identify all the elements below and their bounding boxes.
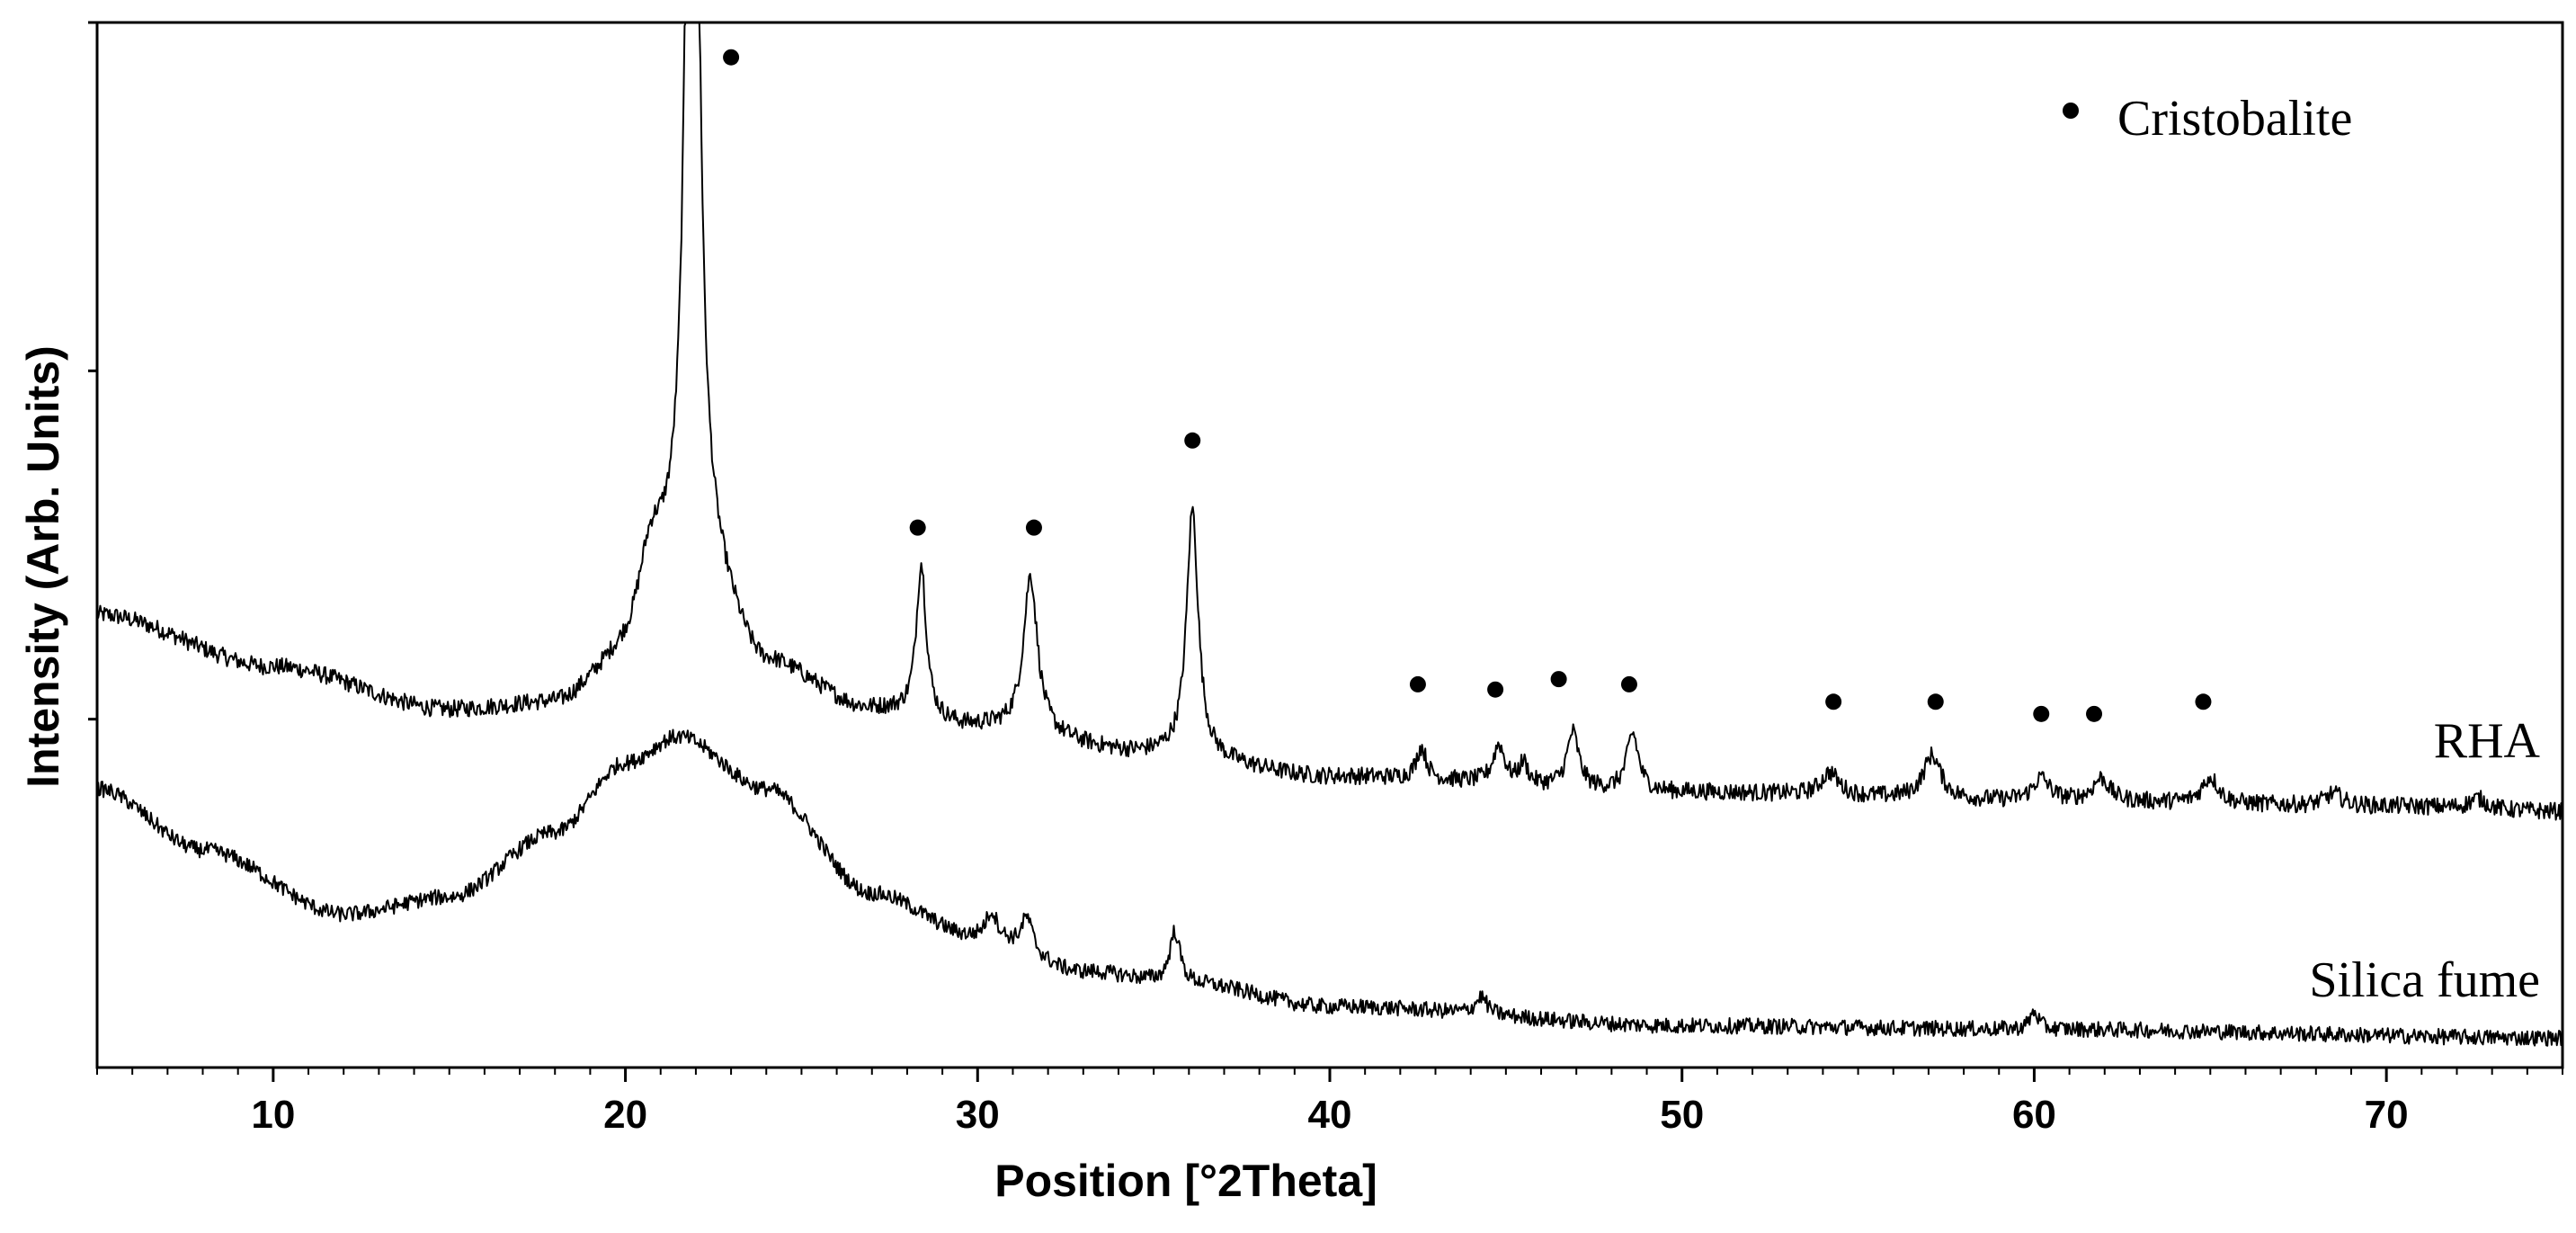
y-axis-ticks	[88, 21, 97, 721]
cristobalite-marker	[1927, 693, 1944, 710]
cristobalite-marker	[2086, 705, 2103, 722]
plot-frame	[95, 21, 2564, 1069]
x-tick-label: 60	[2012, 1093, 2056, 1137]
series-label-rha: RHA	[2434, 713, 2541, 769]
x-tick-label: 40	[1308, 1093, 1352, 1137]
cristobalite-marker	[1620, 675, 1637, 692]
x-tick-label: 30	[956, 1093, 1000, 1137]
x-tick-label: 50	[1660, 1093, 1704, 1137]
cristobalite-marker	[909, 519, 926, 536]
series-traces	[96, 22, 2563, 1047]
cristobalite-marker	[1487, 681, 1504, 698]
cristobalite-marker	[2195, 693, 2212, 710]
cristobalite-marker	[1025, 519, 1042, 536]
cristobalite-marker	[1825, 693, 1842, 710]
cristobalite-markers	[723, 49, 2212, 722]
legend: Cristobalite	[2063, 91, 2352, 147]
series-line-silica-fume	[96, 728, 2563, 1047]
x-axis-title: Position [°2Theta]	[994, 1156, 1377, 1206]
legend-label-cristobalite: Cristobalite	[2117, 91, 2352, 147]
cristobalite-marker	[2033, 705, 2050, 722]
series-line-rha	[96, 22, 2563, 821]
cristobalite-marker	[723, 49, 740, 66]
series-label-silica-fume: Silica fume	[2309, 952, 2540, 1008]
x-tick-label: 20	[603, 1093, 647, 1137]
x-axis-ticks: 10 20 30 40 50 60 70	[96, 1068, 2563, 1137]
y-axis-title: Intensity (Arb. Units)	[18, 345, 68, 788]
cristobalite-marker	[1550, 671, 1567, 688]
x-tick-label: 70	[2365, 1093, 2409, 1137]
cristobalite-marker	[1409, 675, 1426, 692]
cristobalite-marker	[1184, 432, 1201, 449]
legend-marker	[2063, 103, 2079, 119]
x-tick-label: 10	[251, 1093, 295, 1137]
